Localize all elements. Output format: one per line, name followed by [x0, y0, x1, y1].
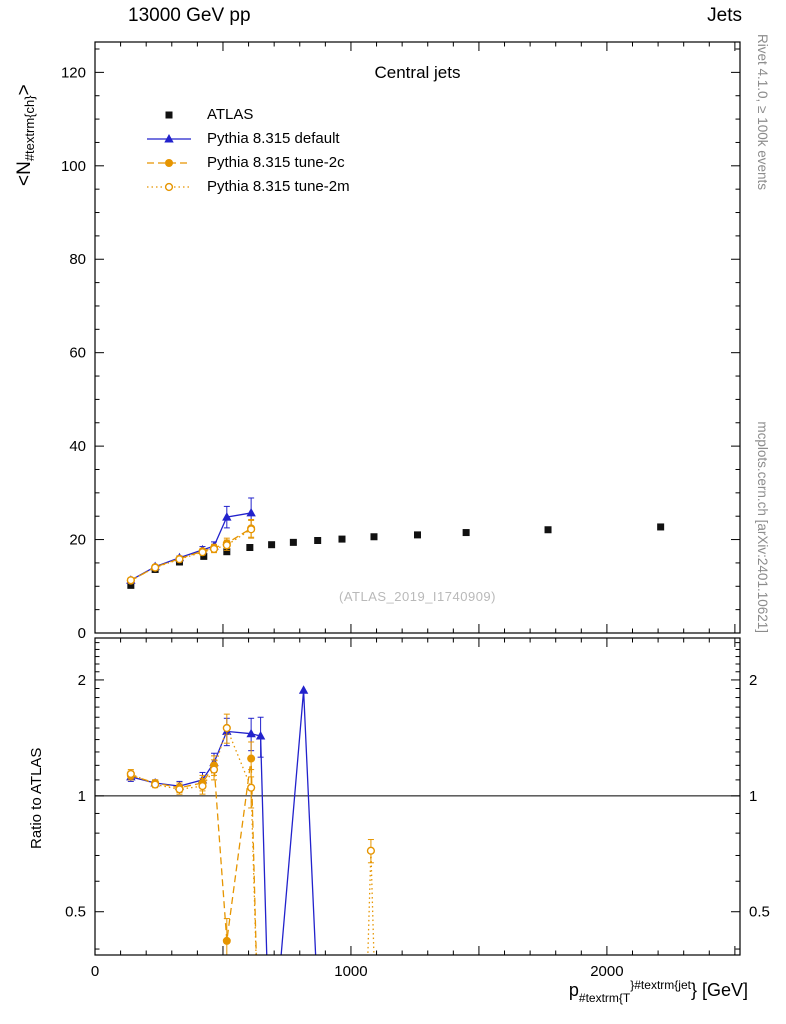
analysis-id-watermark: (ATLAS_2019_I1740909): [339, 589, 496, 604]
svg-text:2: 2: [749, 672, 757, 689]
ylabel-subscript: #textrm{ch}: [22, 95, 37, 162]
xlabel-base: p: [568, 980, 579, 1000]
x-axis-label: p#textrm{T}#textrm{jet} [GeV]: [569, 978, 748, 1005]
ratio-panel-frame: [94, 637, 741, 956]
mcplots-reference-text: mcplots.cern.ch [arXiv:2401.10621]: [755, 421, 770, 633]
svg-text:1: 1: [749, 788, 757, 805]
series-pythia-tune-2m: [126, 519, 256, 585]
ratio-series-pythia-tune-2c: [126, 741, 257, 955]
legend-label-atlas: ATLAS: [207, 106, 254, 123]
svg-text:1: 1: [78, 788, 86, 805]
svg-text:20: 20: [69, 532, 86, 549]
plot-title: Central jets: [374, 63, 461, 82]
ratio-series-pythia-tune-2m: [126, 713, 376, 955]
xlabel-superscript: }#textrm{jet: [630, 978, 691, 992]
svg-text:0.5: 0.5: [749, 904, 770, 921]
svg-text:1000: 1000: [334, 963, 367, 980]
legend-label-pythia-default: Pythia 8.315 default: [207, 130, 340, 147]
ylabel-post: >: [14, 84, 35, 96]
svg-text:2: 2: [78, 672, 86, 689]
svg-text:2000: 2000: [590, 963, 623, 980]
svg-text:40: 40: [69, 438, 86, 455]
legend-label-pythia-tune-2m: Pythia 8.315 tune-2m: [207, 178, 350, 195]
svg-text:60: 60: [69, 345, 86, 362]
observable-group-title: Jets: [707, 5, 742, 26]
ratio-y-axis-label: Ratio to ATLAS: [28, 747, 45, 849]
svg-text:0: 0: [78, 625, 86, 642]
svg-text:80: 80: [69, 251, 86, 268]
xlabel-subscript: #textrm{T: [578, 991, 631, 1005]
xlabel-end: } [GeV]: [690, 980, 748, 1000]
svg-text:0.5: 0.5: [65, 904, 86, 921]
svg-text:100: 100: [61, 158, 86, 175]
svg-text:120: 120: [61, 64, 86, 81]
ylabel-pre: <N: [14, 161, 35, 186]
main-panel-frame: [94, 41, 741, 634]
beam-energy-title: 13000 GeV pp: [128, 5, 251, 26]
series-pythia-tune-2c: [126, 518, 256, 585]
series-pythia-default: [126, 497, 256, 584]
legend-markers: [147, 111, 191, 192]
svg-text:0: 0: [91, 963, 99, 980]
main-y-axis-label: <N#textrm{ch}>: [14, 84, 37, 186]
legend-label-pythia-tune-2c: Pythia 8.315 tune-2c: [207, 154, 345, 171]
rivet-version-text: Rivet 4.1.0, ≥ 100k events: [755, 34, 770, 190]
series-atlas: [127, 523, 665, 589]
